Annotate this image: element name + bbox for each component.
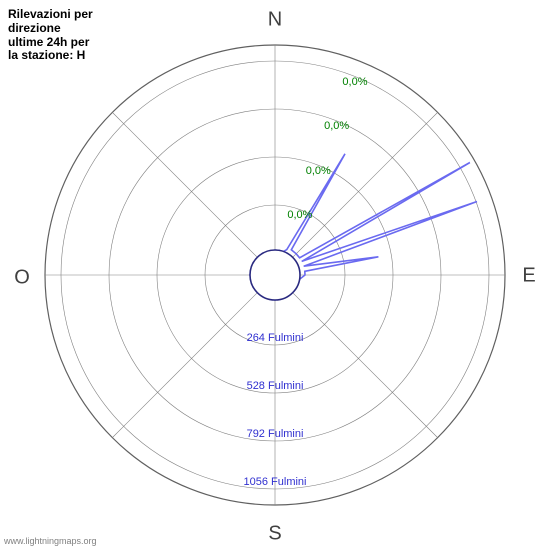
polar-chart [0,0,550,550]
pct-label: 0,0% [306,165,331,177]
pct-label: 0,0% [287,209,312,221]
ring-label: 264 Fulmini [247,332,304,344]
cardinal-s: S [268,523,281,546]
ring-label: 528 Fulmini [247,380,304,392]
cardinal-n: N [268,9,282,32]
cardinal-o: O [14,267,30,290]
cardinal-e: E [522,265,535,288]
chart-title: Rilevazioni per direzione ultime 24h per… [8,8,93,63]
pct-label: 0,0% [342,76,367,88]
attribution-text: www.lightningmaps.org [4,536,97,546]
ring-label: 1056 Fulmini [244,476,307,488]
ring-label: 792 Fulmini [247,428,304,440]
pct-label: 0,0% [324,120,349,132]
